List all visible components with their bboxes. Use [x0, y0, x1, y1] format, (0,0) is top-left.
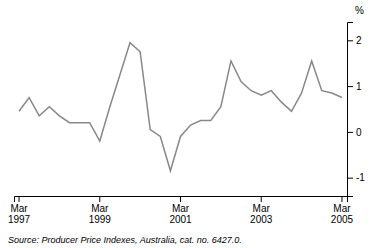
x-tick-label-line: Mar [253, 203, 271, 214]
x-tick-label-line: 2001 [169, 214, 192, 225]
y-tick-label: 1 [356, 81, 362, 92]
x-tick-mark [19, 196, 20, 202]
y-axis-title: % [355, 5, 364, 16]
source-note: Source: Producer Price Indexes, Australi… [8, 235, 242, 245]
plot-area: Mar1997Mar1999Mar2001Mar2003Mar2005-1012… [8, 5, 365, 225]
y-tick: -1 [347, 172, 365, 183]
x-tick: Mar2005 [331, 196, 354, 225]
x-tick-mark [261, 196, 262, 202]
x-tick: Mar1999 [89, 196, 112, 225]
x-tick-label-line: 1999 [89, 214, 112, 225]
y-tick: 1 [347, 81, 362, 92]
x-tick-label-line: 2003 [250, 214, 273, 225]
y-tick: 2 [347, 35, 362, 46]
y-tick-mark [347, 40, 353, 41]
x-tick-label: Mar2005 [331, 203, 354, 225]
x-tick: Mar2003 [250, 196, 273, 225]
y-tick-mark [347, 132, 353, 133]
x-tick-label: Mar2003 [250, 203, 273, 225]
y-tick-label: 0 [356, 127, 362, 138]
y-axis-line [348, 23, 354, 197]
y-tick: 0 [347, 127, 362, 138]
y-tick-mark [347, 86, 353, 87]
y-tick-mark [347, 178, 353, 179]
x-tick-label: Mar1999 [89, 203, 112, 225]
x-tick-label-line: Mar [10, 203, 28, 214]
data-line [19, 43, 342, 171]
x-tick: Mar1997 [8, 196, 31, 225]
x-tick-label-line: Mar [333, 203, 351, 214]
x-tick-label-line: 2005 [331, 214, 354, 225]
x-tick-mark [180, 196, 181, 202]
x-tick-mark [341, 196, 342, 202]
y-tick-label: 2 [356, 35, 362, 46]
marks [19, 43, 342, 171]
x-tick-label-line: 1997 [8, 214, 31, 225]
x-tick-label-line: Mar [172, 203, 190, 214]
x-axis: Mar1997Mar1999Mar2001Mar2003Mar2005 [8, 196, 354, 225]
y-axis: -1 0 1 2 [347, 23, 365, 197]
chart: Mar1997Mar1999Mar2001Mar2003Mar2005-1012… [0, 0, 383, 248]
x-tick: Mar2001 [169, 196, 192, 225]
x-axis-line [15, 197, 348, 203]
y-tick-label: -1 [356, 172, 365, 183]
x-tick-mark [99, 196, 100, 202]
x-tick-label-line: Mar [91, 203, 109, 214]
x-tick-label: Mar1997 [8, 203, 31, 225]
x-tick-label: Mar2001 [169, 203, 192, 225]
